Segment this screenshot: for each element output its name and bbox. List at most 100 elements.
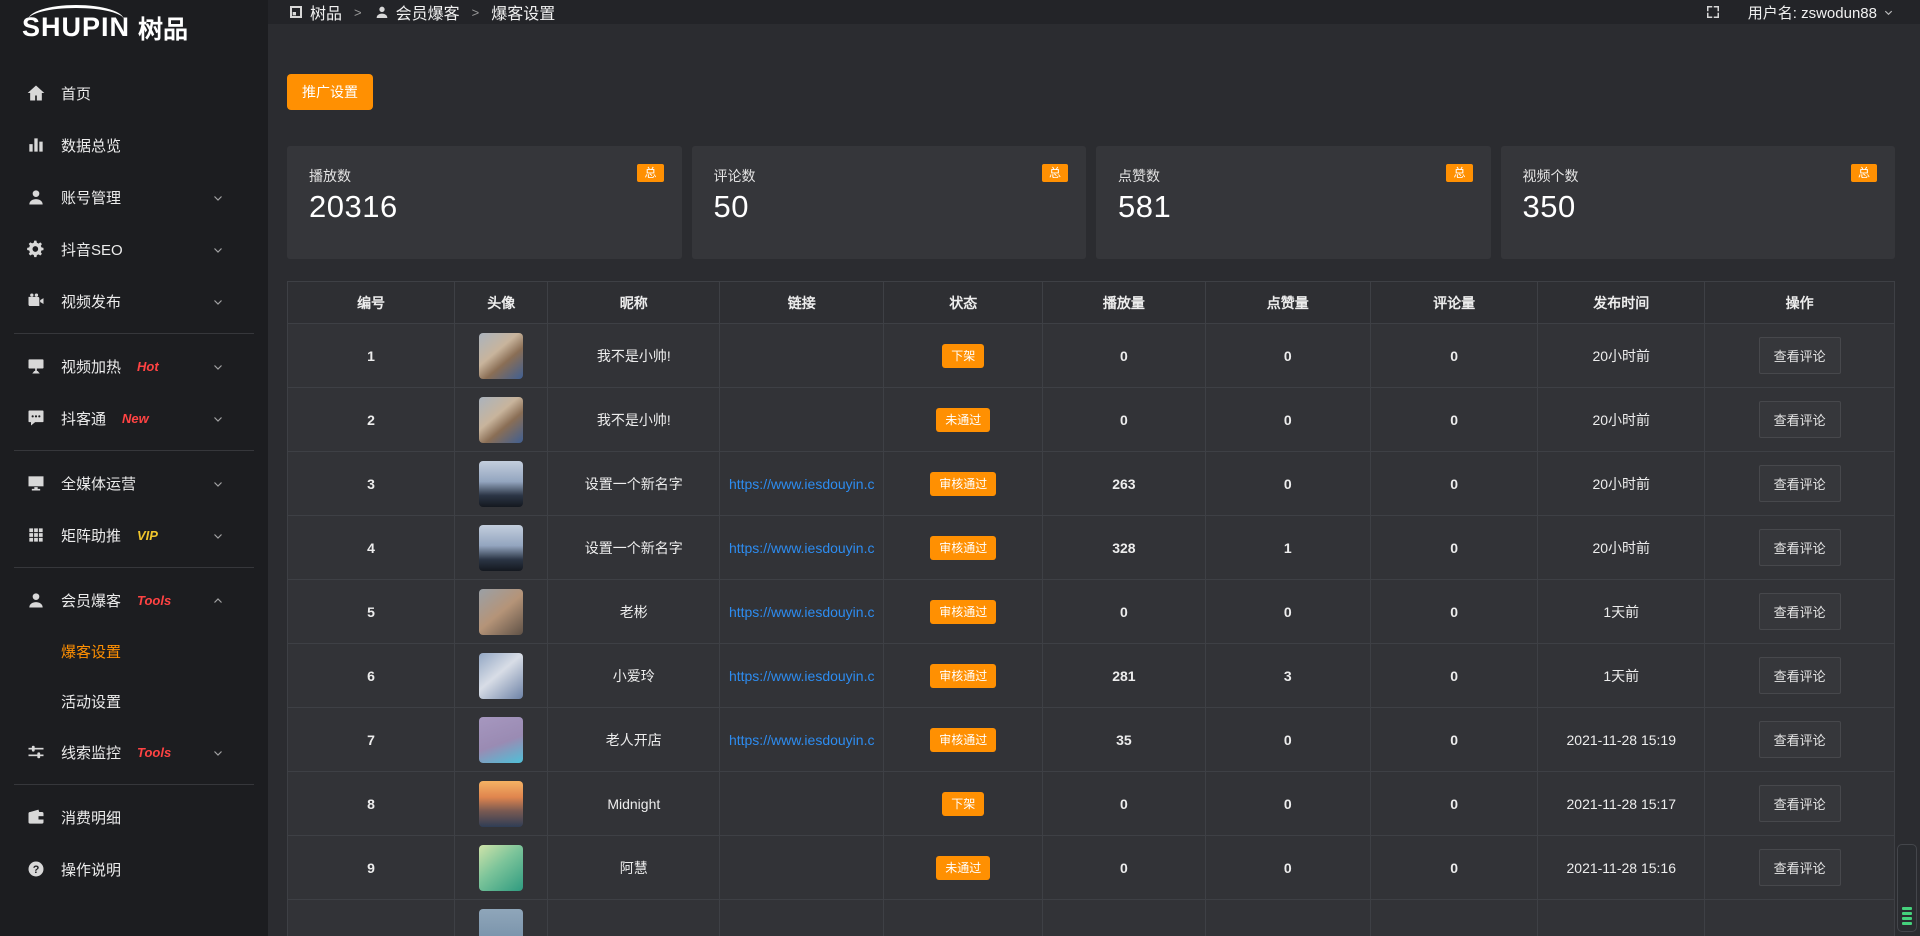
cell-link[interactable] [719, 899, 885, 936]
cell-nickname [547, 899, 721, 936]
widget-bar [1902, 912, 1912, 915]
cell-time: 20小时前 [1537, 323, 1706, 388]
cell-status: 未通过 [883, 387, 1044, 452]
sidebar-item-video-heat[interactable]: 视频加热 Hot [0, 340, 268, 392]
avatar[interactable] [479, 460, 524, 507]
view-comments-button[interactable]: 查看评论 [1758, 401, 1841, 438]
cell-likes: 0 [1204, 771, 1372, 836]
sliders-icon [26, 742, 46, 762]
cell-avatar [454, 323, 549, 388]
sidebar-item-member-baoke[interactable]: 会员爆客 Tools [0, 574, 268, 626]
widget-bar [1902, 917, 1912, 920]
cell-plays: 328 [1042, 515, 1206, 580]
cell-link[interactable]: https://www.iesdouyin.c [719, 643, 885, 708]
table-body: 1 我不是小帅! 下架 0 0 0 20小时前 查看评论 2 我不是小帅! 未通… [286, 323, 1895, 936]
fullscreen-icon[interactable] [1704, 3, 1722, 21]
view-comments-button[interactable]: 查看评论 [1758, 849, 1841, 886]
logo[interactable]: SHUPIN 树品 [0, 0, 268, 55]
sidebar-item-lead-monitor[interactable]: 线索监控 Tools [0, 726, 268, 778]
user-menu[interactable]: 用户名: zswodun88 [1748, 2, 1894, 23]
avatar[interactable] [479, 652, 524, 699]
stat-label: 评论数 [713, 168, 756, 184]
cell-link[interactable]: https://www.iesdouyin.c [719, 579, 885, 644]
cell-actions: 查看评论 [1704, 579, 1895, 644]
gear-icon [26, 239, 46, 259]
sidebar-item-label: 会员爆客 [61, 592, 122, 610]
cell-link[interactable] [719, 771, 885, 836]
cell-nickname: 设置一个新名字 [547, 451, 721, 516]
table-row: 9 阿慧 未通过 0 0 0 2021-11-28 15:16 查看评论 [286, 835, 1895, 900]
avatar[interactable] [479, 908, 524, 936]
cell-comments: 0 [1370, 323, 1539, 388]
chevron-up-icon [212, 594, 224, 606]
floating-widget[interactable] [1897, 844, 1917, 932]
cell-nickname: 小爱玲 [547, 643, 721, 708]
view-comments-button[interactable]: 查看评论 [1758, 721, 1841, 758]
breadcrumb-item[interactable]: 会员爆客 [395, 6, 460, 23]
tools-tag: Tools [137, 744, 172, 760]
breadcrumb: 树品 > 会员爆客 > 爆客设置 [288, 0, 555, 24]
cell-id: 8 [286, 771, 456, 836]
sidebar-item-douyin-seo[interactable]: 抖音SEO [0, 223, 268, 275]
user-icon [26, 187, 46, 207]
cell-link[interactable] [719, 323, 885, 388]
cell-link[interactable] [719, 387, 885, 452]
stat-label: 点赞数 [1118, 168, 1160, 184]
promo-settings-button[interactable]: 推广设置 [287, 74, 373, 110]
sidebar-item-account-mgmt[interactable]: 账号管理 [0, 171, 268, 223]
cell-link[interactable] [719, 835, 885, 900]
avatar[interactable] [479, 524, 524, 571]
cell-likes: 0 [1204, 579, 1372, 644]
sidebar-item-video-publish[interactable]: 视频发布 [0, 275, 268, 327]
sidebar-divider [14, 784, 254, 785]
cell-plays: 35 [1042, 707, 1206, 772]
cell-likes: 0 [1204, 835, 1372, 900]
cell-avatar [454, 387, 549, 452]
cell-status: 下架 [883, 771, 1044, 836]
sidebar-item-data-overview[interactable]: 数据总览 [0, 119, 268, 171]
avatar[interactable] [479, 844, 524, 891]
sidebar-item-home[interactable]: 首页 [0, 67, 268, 119]
cell-id: 2 [286, 387, 456, 452]
sidebar-subitem-baoke-settings[interactable]: 爆客设置 [61, 643, 122, 661]
total-badge: 总 [1041, 164, 1068, 182]
cell-avatar [454, 771, 549, 836]
avatar[interactable] [479, 396, 524, 443]
cell-link[interactable]: https://www.iesdouyin.c [719, 707, 885, 772]
sidebar-item-douketong[interactable]: 抖客通 New [0, 392, 268, 444]
dashboard-icon [288, 4, 304, 20]
sidebar-item-matrix-boost[interactable]: 矩阵助推 VIP [0, 509, 268, 561]
sidebar-item-instructions[interactable]: ? 操作说明 [0, 843, 268, 895]
avatar[interactable] [479, 332, 524, 379]
logo-text-en: SHUPIN [22, 5, 131, 42]
sidebar-item-label: 数据总览 [61, 137, 122, 155]
sidebar-item-expense-detail[interactable]: 消费明细 [0, 791, 268, 843]
total-badge: 总 [637, 164, 664, 182]
sidebar-subitem-activity-settings[interactable]: 活动设置 [61, 693, 122, 711]
table-row: 6 小爱玲 https://www.iesdouyin.c 审核通过 281 3… [286, 643, 1895, 708]
cell-avatar [454, 707, 549, 772]
cell-link[interactable]: https://www.iesdouyin.c [719, 515, 885, 580]
avatar[interactable] [479, 716, 524, 763]
video-icon [26, 291, 46, 311]
view-comments-button[interactable]: 查看评论 [1758, 593, 1841, 630]
avatar[interactable] [479, 780, 524, 827]
cell-nickname: 设置一个新名字 [547, 515, 721, 580]
sidebar-item-label: 操作说明 [61, 861, 122, 879]
sidebar-item-media-ops[interactable]: 全媒体运营 [0, 457, 268, 509]
view-comments-button[interactable]: 查看评论 [1758, 785, 1841, 822]
cell-comments: 0 [1370, 515, 1539, 580]
view-comments-button[interactable]: 查看评论 [1758, 529, 1841, 566]
cell-status: 审核通过 [883, 707, 1044, 772]
cell-plays [1042, 899, 1206, 936]
view-comments-button[interactable]: 查看评论 [1758, 657, 1841, 694]
cell-likes: 3 [1204, 643, 1372, 708]
cell-plays: 0 [1042, 579, 1206, 644]
cell-actions: 查看评论 [1704, 643, 1895, 708]
chevron-down-icon [212, 529, 224, 541]
breadcrumb-item[interactable]: 树品 [310, 6, 343, 23]
view-comments-button[interactable]: 查看评论 [1758, 465, 1841, 502]
cell-link[interactable]: https://www.iesdouyin.c [719, 451, 885, 516]
view-comments-button[interactable]: 查看评论 [1758, 337, 1841, 374]
avatar[interactable] [479, 588, 524, 635]
